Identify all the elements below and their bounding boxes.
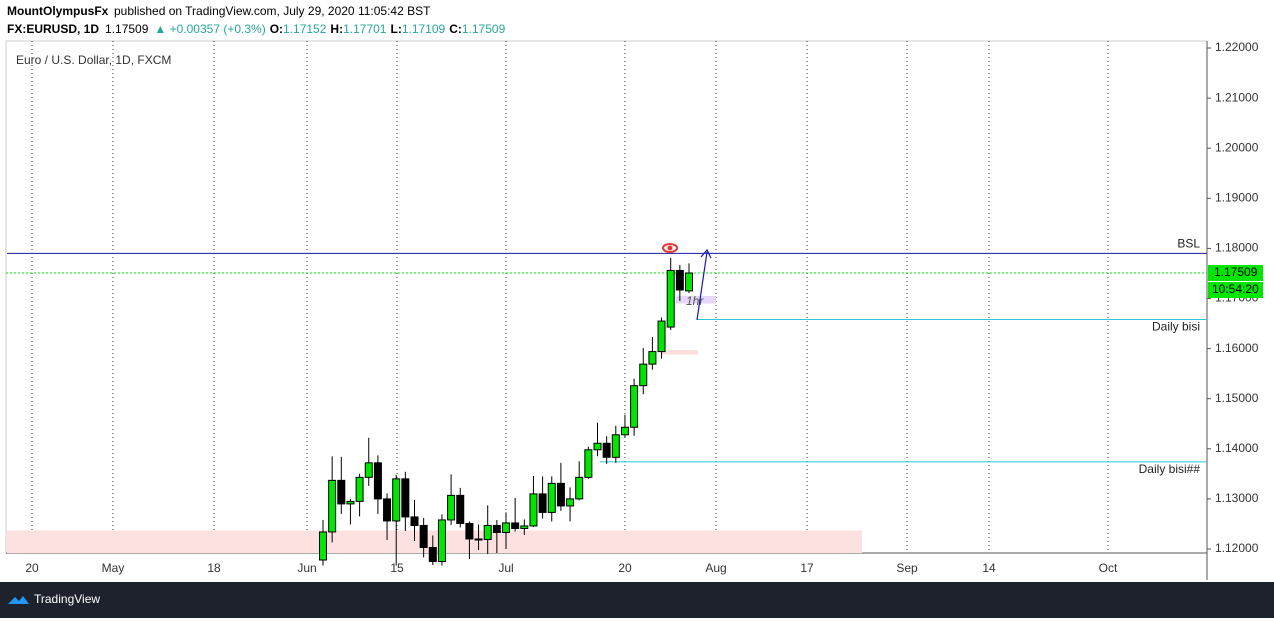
x-tick-label: 18 bbox=[207, 561, 221, 575]
candle-body bbox=[428, 546, 437, 563]
countdown: 10:54:20 bbox=[1212, 282, 1259, 296]
ohlc-value: 1.17152 bbox=[283, 22, 327, 36]
zone-label: 1hr bbox=[686, 294, 704, 308]
candle-body bbox=[419, 524, 428, 548]
candle-body bbox=[410, 516, 419, 526]
y-tick-label: 1.21000 bbox=[1215, 90, 1259, 104]
author: MountOlympusFx bbox=[7, 4, 109, 18]
y-tick-label: 1.18000 bbox=[1215, 241, 1259, 255]
footer bbox=[0, 582, 1274, 618]
y-tick-label: 1.22000 bbox=[1215, 40, 1259, 54]
candle-body bbox=[648, 351, 657, 365]
published: published on TradingView.com, July 29, 2… bbox=[114, 4, 431, 18]
last-price-text: 1.17509 bbox=[105, 22, 149, 36]
x-tick-label: Oct bbox=[1099, 561, 1118, 575]
x-tick-label: 17 bbox=[800, 561, 814, 575]
candle-body bbox=[502, 522, 510, 533]
ohlc-label: L: bbox=[390, 22, 401, 36]
chart-title: Euro / U.S. Dollar, 1D, FXCM bbox=[16, 53, 171, 67]
ohlc-label: H: bbox=[330, 22, 343, 36]
zone bbox=[676, 295, 716, 304]
candle-body bbox=[666, 269, 675, 328]
ohlc-label: O: bbox=[270, 22, 283, 36]
ohlc-value: 1.17509 bbox=[462, 22, 506, 36]
candle-body bbox=[529, 493, 538, 527]
x-tick-label: Jul bbox=[498, 561, 513, 575]
candle-body bbox=[575, 476, 584, 500]
candle-body bbox=[593, 442, 602, 451]
candle-body bbox=[520, 525, 529, 529]
candle-body bbox=[364, 462, 373, 478]
candle-body bbox=[657, 320, 666, 353]
arrow bbox=[696, 251, 708, 321]
candle-body bbox=[547, 482, 556, 513]
candle-body bbox=[556, 482, 565, 507]
y-tick-label: 1.15000 bbox=[1215, 391, 1259, 405]
ohlc-label: C: bbox=[449, 22, 462, 36]
candle-body bbox=[437, 519, 446, 563]
zone bbox=[7, 530, 862, 553]
x-tick-label: Jun bbox=[297, 561, 316, 575]
candle-body bbox=[328, 479, 337, 533]
candle-body bbox=[620, 426, 629, 436]
candle-body bbox=[373, 462, 382, 500]
x-tick-label: May bbox=[102, 561, 125, 575]
candle-body bbox=[346, 500, 355, 505]
candle-body bbox=[401, 478, 410, 518]
candle-body bbox=[492, 524, 501, 533]
level-label: Daily bisi bbox=[1152, 320, 1200, 334]
change: ▲ +0.00357 (+0.3%) bbox=[154, 22, 265, 36]
plot: 20 May 18 Jun 15 Jul 20 Aug 17 Sep 14 Oct 1.12000 1.1… bbox=[6, 40, 1263, 575]
x-tick-label: 20 bbox=[618, 561, 632, 575]
candle-body bbox=[630, 385, 639, 428]
x-tick-label: 20 bbox=[25, 561, 39, 575]
y-tick-label: 1.13000 bbox=[1215, 491, 1259, 505]
symbol-line: FX:EURUSD, 1D 1.17509 ▲ +0.00357 (+0.3%) O:… bbox=[7, 22, 506, 36]
logo bbox=[8, 596, 29, 604]
symbol: FX:EURUSD, 1D bbox=[7, 22, 99, 36]
candle-body bbox=[602, 442, 611, 458]
y-tick-label: 1.19000 bbox=[1215, 190, 1259, 204]
arrow-head bbox=[700, 248, 712, 259]
x-tick-label: Aug bbox=[705, 561, 726, 575]
candle-body bbox=[392, 478, 401, 522]
x-tick-label: 14 bbox=[982, 561, 996, 575]
y-tick-label: 1.16000 bbox=[1215, 341, 1259, 355]
candle-body bbox=[447, 494, 456, 521]
footer-brand: TradingView bbox=[34, 592, 100, 606]
countdown-tag bbox=[1208, 282, 1263, 299]
candle-body bbox=[474, 538, 483, 541]
candle-body bbox=[355, 476, 364, 502]
last-price-tag bbox=[1208, 265, 1263, 282]
ohlc-value: 1.17109 bbox=[402, 22, 446, 36]
candle-body bbox=[337, 479, 346, 505]
eye-pupil bbox=[667, 245, 673, 251]
y-tick-label: 1.14000 bbox=[1215, 441, 1259, 455]
ohlc-value: 1.17701 bbox=[343, 22, 387, 36]
x-tick-label: Sep bbox=[896, 561, 918, 575]
candle-body bbox=[319, 531, 327, 561]
level-label: BSL bbox=[1177, 237, 1200, 251]
zone bbox=[662, 350, 698, 355]
candle-body bbox=[483, 524, 492, 540]
candle-body bbox=[675, 269, 684, 291]
candle-body bbox=[584, 449, 593, 478]
candle-body bbox=[538, 493, 547, 513]
level-label: Daily bisi## bbox=[1139, 462, 1201, 476]
last-price-label: 1.17509 bbox=[1214, 265, 1258, 279]
y-tick-label: 1.12000 bbox=[1215, 541, 1259, 555]
candle-body bbox=[511, 522, 520, 529]
candle-body bbox=[465, 522, 474, 540]
candle-body bbox=[639, 363, 648, 387]
x-tick-label: 15 bbox=[390, 561, 404, 575]
candle-body bbox=[685, 272, 693, 292]
candle-body bbox=[456, 494, 465, 524]
y-tick-label: 1.20000 bbox=[1215, 140, 1259, 154]
candle-body bbox=[611, 434, 620, 458]
candle-body bbox=[566, 498, 575, 507]
candle-body bbox=[383, 498, 392, 522]
